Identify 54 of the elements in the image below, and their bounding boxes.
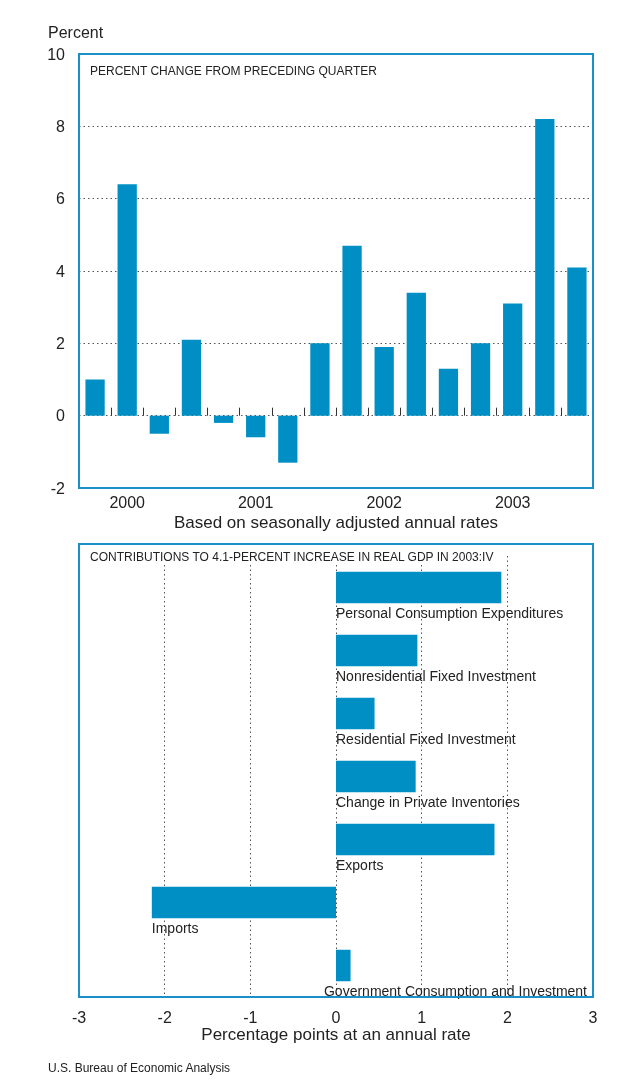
bar	[336, 697, 375, 730]
bar	[181, 339, 202, 416]
text: PERCENT CHANGE FROM PRECEDING QUARTER	[90, 64, 378, 78]
category-label: Nonresidential Fixed Investment	[336, 668, 536, 685]
bar	[438, 368, 459, 416]
x-tick-label: 2002	[366, 493, 403, 511]
y-tick-label: -2	[50, 479, 66, 497]
bar	[117, 184, 137, 416]
bar	[85, 379, 105, 416]
bar	[278, 415, 298, 463]
bar	[336, 823, 495, 856]
text: U.S. Bureau of Economic Analysis	[48, 1061, 231, 1075]
x-tick-label: 2001	[237, 493, 274, 511]
bar	[374, 346, 394, 416]
category-label: Residential Fixed Investment	[336, 731, 516, 748]
x-tick-label: 2003	[494, 493, 531, 511]
bar	[567, 267, 587, 416]
x-tick-label: -3	[71, 1008, 87, 1026]
bar	[336, 634, 418, 667]
bar	[535, 119, 555, 416]
bar	[336, 949, 351, 982]
category-label: Exports	[336, 857, 384, 874]
bar	[213, 415, 234, 423]
bar	[470, 343, 491, 416]
bar	[151, 886, 336, 919]
y-tick-label: 6	[56, 190, 66, 208]
y-tick-label: 10	[47, 45, 66, 63]
x-tick-label: -2	[157, 1008, 172, 1026]
x-tick-label: 1	[417, 1008, 427, 1026]
x-tick-label: 2	[502, 1008, 512, 1026]
category-label: Imports	[151, 920, 199, 937]
bar	[336, 571, 502, 604]
chart-title: CONTRIBUTIONS TO 4.1-PERCENT INCREASE IN REAL GDP IN 2003:IV	[90, 550, 494, 564]
x-axis-title: Based on seasonally adjusted annual rates	[173, 513, 499, 532]
y-tick-label: 4	[56, 262, 66, 280]
bar	[336, 760, 416, 793]
y-tick-label: 2	[56, 334, 66, 352]
bar	[503, 303, 523, 416]
bar	[149, 415, 169, 434]
y-tick-label: 8	[56, 117, 66, 135]
x-tick-label: -1	[243, 1008, 258, 1026]
bar	[406, 292, 426, 416]
y-axis-title: Percent	[48, 23, 104, 41]
y-tick-label: 0	[56, 407, 66, 425]
category-label: Government Consumption and Investment	[323, 983, 587, 1000]
bar	[310, 343, 330, 416]
x-tick-label: 3	[588, 1008, 598, 1026]
category-label: Personal Consumption Expenditures	[336, 605, 564, 622]
x-tick-label: 0	[331, 1008, 341, 1026]
bar	[342, 245, 362, 416]
bar	[246, 415, 266, 438]
x-axis-title: Percentage points at an annual rate	[201, 1025, 471, 1044]
category-label: Change in Private Inventories	[336, 794, 520, 811]
x-tick-label: 2000	[109, 493, 146, 511]
